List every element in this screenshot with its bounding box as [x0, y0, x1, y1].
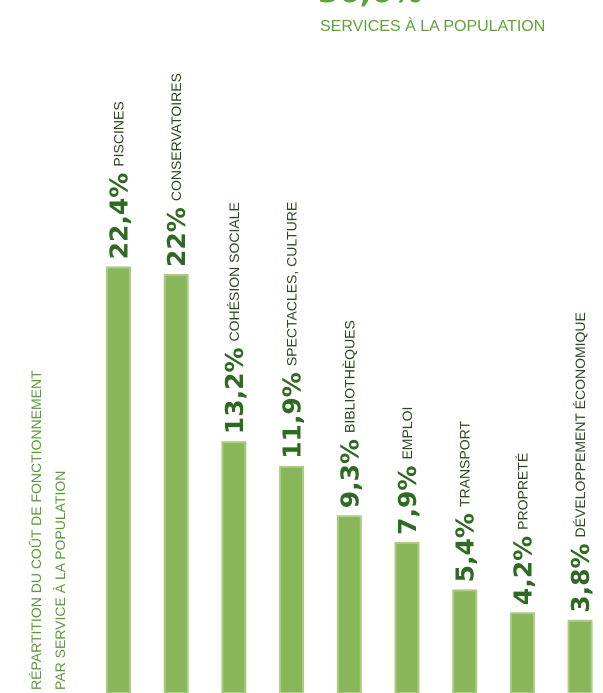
- bar: [394, 541, 420, 693]
- value-label: 22,4%: [104, 173, 133, 260]
- category-label: PROPRETÉ: [514, 453, 530, 530]
- value-label: 11,9%: [277, 372, 306, 459]
- category-label: DÉVELOPPEMENT ÉCONOMIQUE: [572, 312, 588, 537]
- bar: [221, 441, 247, 693]
- bar: [509, 612, 535, 693]
- value-label: 5,4%: [450, 513, 479, 582]
- bar-label: 22,4% PISCINES: [104, 101, 133, 259]
- category-label: COHÉSION SOCIALE: [226, 202, 242, 341]
- side-title: PAR SERVICE À LA POPULATION: [52, 471, 68, 690]
- chart-title: SERVICES À LA POPULATION: [320, 16, 545, 35]
- bar: [279, 465, 305, 693]
- category-label: PISCINES: [111, 101, 127, 166]
- side-title: RÉPARTITION DU COÛT DE FONCTIONNEMENT: [28, 370, 44, 690]
- category-label: EMPLOI: [399, 407, 415, 460]
- category-label: TRANSPORT: [457, 421, 473, 508]
- bar-label: 9,3% BIBLIOTHÈQUES: [335, 320, 364, 508]
- value-label: 9,3%: [335, 439, 364, 508]
- category-label: BIBLIOTHÈQUES: [341, 320, 357, 433]
- value-label: 4,2%: [508, 536, 537, 605]
- value-label: 22%: [162, 207, 191, 267]
- category-label: CONSERVATOIRES: [168, 73, 184, 201]
- bar-label: 22% CONSERVATOIRES: [162, 73, 191, 267]
- bar: [452, 589, 478, 693]
- bar-label: 13,2% COHÉSION SOCIALE: [219, 202, 248, 434]
- bar: [163, 274, 189, 693]
- bar-label: 5,4% TRANSPORT: [450, 421, 479, 583]
- headline: 36,6%: [318, 0, 422, 10]
- value-label: 7,9%: [393, 466, 422, 535]
- value-label: 3,8%: [566, 543, 595, 612]
- bar-label: 11,9% SPECTACLES, CULTURE: [277, 202, 306, 459]
- bar: [336, 515, 362, 693]
- bar: [567, 619, 593, 693]
- bar: [106, 266, 131, 693]
- value-label: 13,2%: [219, 347, 248, 434]
- bar-label: 4,2% PROPRETÉ: [508, 453, 537, 605]
- category-label: SPECTACLES, CULTURE: [284, 202, 300, 366]
- bar-label: 3,8% DÉVELOPPEMENT ÉCONOMIQUE: [566, 312, 595, 613]
- bar-label: 7,9% EMPLOI: [393, 407, 422, 535]
